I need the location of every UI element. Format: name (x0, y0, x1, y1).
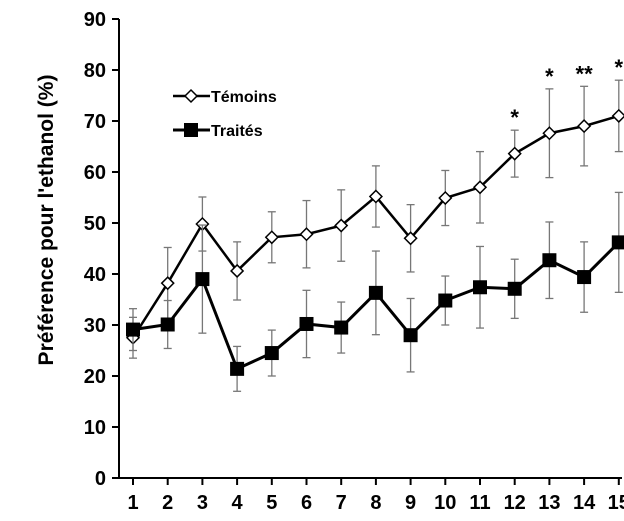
legend-label-temoins: Témoins (211, 89, 277, 106)
x-tick-label: 8 (370, 492, 381, 514)
series-traites (126, 191, 624, 392)
data-point (230, 361, 245, 376)
x-tick-label: 7 (336, 492, 347, 514)
y-tick-label: 70 (84, 111, 106, 133)
data-point (334, 218, 349, 233)
data-point (230, 263, 245, 279)
x-tick-label: 14 (573, 492, 596, 514)
data-point (403, 328, 418, 343)
y-tick-label: 80 (84, 60, 106, 82)
x-tick-label: 9 (405, 492, 416, 514)
y-tick-label: 90 (84, 9, 106, 31)
significance-star: * (545, 64, 554, 89)
data-point (160, 317, 175, 332)
data-point (507, 146, 522, 161)
y-tick-label: 10 (84, 417, 106, 439)
x-tick-label: 3 (197, 492, 208, 514)
data-point (472, 180, 488, 195)
data-point (264, 230, 279, 245)
x-tick-label: 6 (301, 492, 312, 514)
x-tick-label: 15 (608, 492, 624, 514)
x-tick-label: 12 (504, 492, 526, 514)
significance-annotations: ** ** * (510, 55, 623, 130)
y-tick-label: 0 (95, 468, 106, 490)
significance-star: ** (576, 61, 594, 86)
data-point (577, 119, 592, 134)
x-tick-label: 13 (538, 492, 560, 514)
y-tick-label: 30 (84, 315, 106, 337)
data-point (368, 189, 383, 204)
x-tick-label: 2 (162, 492, 173, 514)
data-point (299, 227, 314, 242)
data-point (264, 346, 279, 361)
data-point (611, 235, 624, 250)
data-point (403, 231, 418, 246)
data-point (160, 276, 175, 291)
data-point (542, 253, 557, 268)
data-point (334, 320, 349, 335)
data-point (577, 270, 592, 285)
x-tick-label: 10 (434, 492, 456, 514)
data-point (126, 322, 140, 337)
legend-marker-temoins (183, 88, 199, 104)
legend-marker-traites (184, 123, 198, 137)
y-tick-labels: 0 10 20 30 40 50 60 70 80 90 (84, 9, 106, 490)
data-point (299, 316, 314, 331)
y-tick-label: 20 (84, 366, 106, 388)
data-point (368, 285, 383, 300)
data-point (195, 272, 210, 287)
axes (112, 18, 622, 485)
x-tick-labels: 123456789101112131415 (127, 492, 624, 514)
x-tick-label: 5 (266, 492, 277, 514)
legend: Témoins Traités (173, 88, 277, 140)
legend-label-traites: Traités (211, 123, 263, 140)
x-tick-label: 11 (469, 492, 490, 514)
y-axis-title: Préférence pour l'ethanol (%) (35, 75, 58, 366)
y-tick-label: 60 (84, 162, 106, 184)
y-tick-label: 50 (84, 213, 106, 235)
data-point (507, 281, 522, 296)
data-point (438, 293, 453, 308)
series-temoins (125, 79, 624, 359)
significance-star: * (615, 55, 624, 80)
series-layer (125, 79, 624, 392)
data-point (542, 126, 557, 141)
data-point (473, 280, 487, 295)
x-tick-label: 1 (127, 492, 138, 514)
x-tick-label: 4 (232, 492, 244, 514)
data-point (611, 108, 624, 123)
significance-star: * (510, 105, 519, 130)
data-point (438, 190, 453, 206)
y-tick-label: 40 (84, 264, 106, 286)
